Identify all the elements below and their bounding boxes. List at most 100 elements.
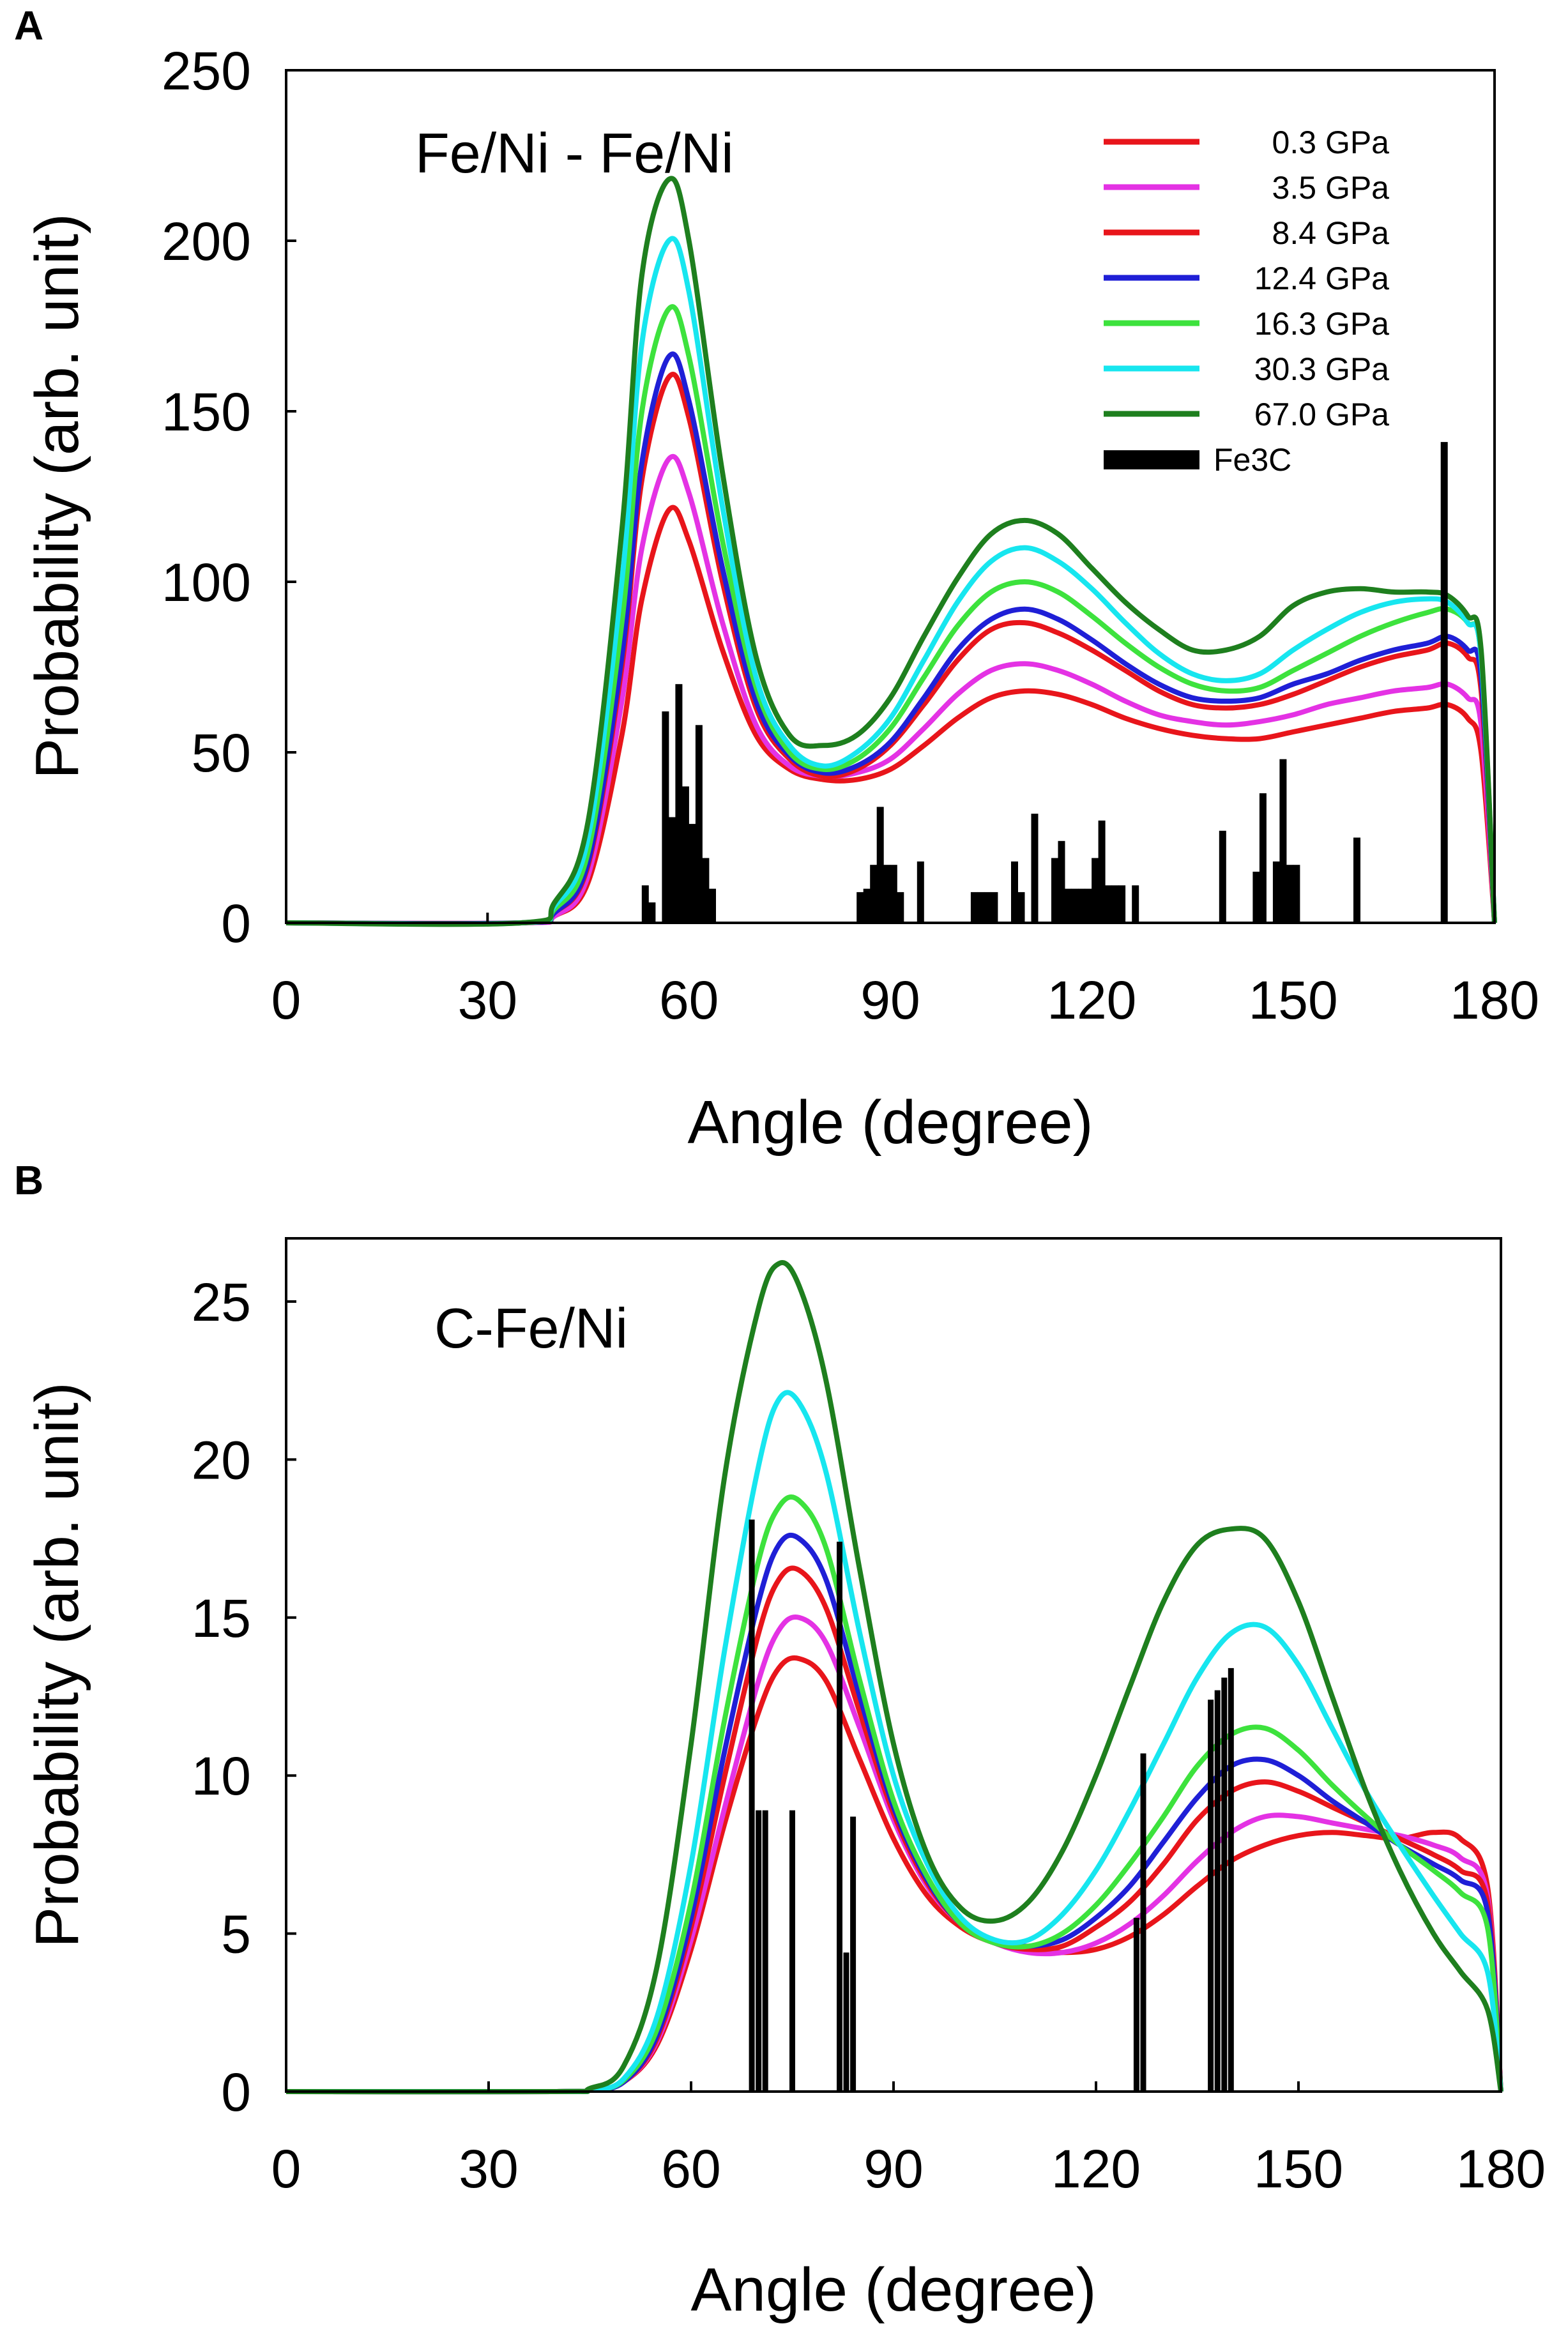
legend-label: 16.3 GPa <box>1254 306 1389 342</box>
fe3c-bar <box>1214 1690 1221 2092</box>
fe3c-bar <box>675 684 683 923</box>
x-tick-label: 0 <box>271 970 301 1030</box>
fe3c-bar <box>843 1952 849 2092</box>
fe3c-bar <box>702 858 710 923</box>
fe3c-bar <box>1051 858 1058 923</box>
fe3c-bar <box>695 725 703 923</box>
fe3c-bar <box>1219 830 1226 923</box>
fe3c-bar <box>662 711 669 923</box>
fe3c-bar <box>897 892 904 923</box>
y-tick-label: 200 <box>162 211 251 271</box>
fe3c-bar <box>1017 892 1025 923</box>
x-tick-label: 90 <box>864 2139 923 2199</box>
fe3c-bar <box>1252 871 1260 923</box>
panel-b-y-axis-title: Probability (arb. unit) <box>23 1382 91 1948</box>
y-tick-label: 20 <box>192 1430 251 1490</box>
legend-label: 8.4 GPa <box>1272 215 1390 251</box>
y-tick-label: 0 <box>221 893 251 953</box>
fe3c-bar <box>977 892 985 923</box>
panel-b-series <box>285 1260 1503 2095</box>
fe3c-bar <box>1111 885 1119 923</box>
fe3c-bar <box>1353 837 1360 923</box>
y-tick-label: 5 <box>221 1904 251 1964</box>
panel-b-letter: B <box>14 1157 43 1203</box>
panel-a-x-axis-title: Angle (degree) <box>687 1088 1093 1157</box>
fe3c-bar <box>991 892 998 923</box>
panel-b-fe3c-bars <box>749 1519 1234 2092</box>
series-line-8-4-gpa <box>285 1565 1503 2095</box>
fe3c-bar <box>1259 793 1267 923</box>
fe3c-bar <box>668 817 676 923</box>
fe3c-bar <box>1071 888 1079 923</box>
series-line-67-0-gpa <box>285 1260 1503 2095</box>
fe3c-bar <box>863 888 871 923</box>
panel-a-x-ticks: 0 30 60 90 120 150 180 <box>271 913 1539 1030</box>
series-line-16-3-gpa <box>285 304 1497 927</box>
x-tick-label: 60 <box>659 970 719 1030</box>
fe3c-bar <box>870 865 878 923</box>
fe3c-bar <box>970 892 978 923</box>
fe3c-bar <box>789 1810 795 2092</box>
y-tick-label: 25 <box>192 1272 251 1332</box>
panel-a-y-ticks: 0 50 100 150 200 250 <box>162 41 296 953</box>
panel-a-letter: A <box>14 3 43 49</box>
fe3c-bar <box>1031 814 1039 923</box>
x-tick-label: 150 <box>1254 2139 1343 2199</box>
x-tick-label: 120 <box>1047 970 1136 1030</box>
panel-a: A 0 30 60 90 120 150 180 0 50 100 150 200 250 Fe/Ni… <box>14 3 1539 1157</box>
fe3c-bar <box>1078 888 1086 923</box>
series-line-30-3-gpa <box>285 1390 1503 2095</box>
fe3c-bar <box>1065 888 1072 923</box>
legend-label: 67.0 GPa <box>1254 397 1389 432</box>
series-line-12-4-gpa <box>285 1532 1503 2095</box>
y-tick-label: 15 <box>192 1588 251 1648</box>
fe3c-bar <box>883 865 891 923</box>
y-tick-label: 0 <box>221 2062 251 2122</box>
series-line-16-3-gpa <box>285 1494 1503 2095</box>
y-tick-label: 250 <box>162 41 251 101</box>
series-line-8-4-gpa <box>285 372 1497 927</box>
fe3c-bar <box>917 861 924 923</box>
y-tick-label: 50 <box>192 723 251 783</box>
fe3c-bar <box>984 892 991 923</box>
fe3c-bar <box>876 807 884 923</box>
x-tick-label: 30 <box>459 2139 518 2199</box>
legend-label: 3.5 GPa <box>1272 170 1390 206</box>
fe3c-bar <box>1228 1668 1234 2092</box>
fe3c-bar <box>1085 888 1092 923</box>
fe3c-bar <box>1105 885 1113 923</box>
legend-label: Fe3C <box>1214 442 1291 478</box>
legend-label: 30.3 GPa <box>1254 351 1389 387</box>
fe3c-bar <box>1092 858 1099 923</box>
x-tick-label: 150 <box>1249 970 1338 1030</box>
x-tick-label: 60 <box>661 2139 720 2199</box>
fe3c-bar <box>1286 865 1293 923</box>
fe3c-bar <box>1118 885 1126 923</box>
fe3c-bar <box>689 824 696 923</box>
fe3c-bar <box>1140 1753 1146 2092</box>
y-tick-label: 10 <box>192 1746 251 1806</box>
legend-label: 0.3 GPa <box>1272 125 1390 160</box>
panel-a-fe3c-bars <box>641 442 1448 923</box>
series-line-67-0-gpa <box>285 176 1497 927</box>
fe3c-bar <box>1272 861 1280 923</box>
fe3c-bar <box>1011 861 1018 923</box>
fe3c-bar <box>837 1542 842 2092</box>
fe3c-bar <box>1058 840 1065 923</box>
fe3c-bar <box>1208 1699 1214 2092</box>
panel-b-y-ticks: 0 5 10 15 20 25 <box>192 1272 296 2122</box>
fe3c-bar <box>1132 885 1139 923</box>
y-tick-label: 100 <box>162 552 251 612</box>
fe3c-bar <box>1293 865 1300 923</box>
fe3c-bar <box>749 1519 755 2092</box>
series-line-0-3-gpa <box>285 1655 1503 2095</box>
fe3c-bar <box>1098 820 1106 923</box>
fe3c-bar <box>1221 1677 1228 2092</box>
series-line-0-3-gpa <box>285 505 1497 926</box>
fe3c-bar <box>681 786 689 923</box>
legend: 0.3 GPa 3.5 GPa 8.4 GPa 12.4 GPa 16.3 GPa 30.… <box>1104 125 1389 478</box>
panel-b: B 0 30 60 90 120 150 180 0 5 10 15 20 25 C-Fe/Ni An… <box>14 1157 1546 2324</box>
legend-swatch-fe3c <box>1104 450 1199 469</box>
fe3c-bar <box>850 1816 856 2092</box>
